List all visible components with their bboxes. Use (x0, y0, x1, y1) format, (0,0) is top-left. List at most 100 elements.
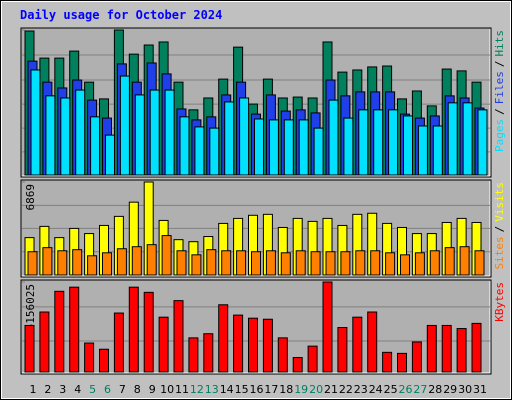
y-tick-label: 5156025 (24, 284, 37, 330)
bar (280, 252, 291, 276)
x-tick-label: 14 (220, 383, 234, 396)
bar (459, 246, 470, 276)
bar (283, 119, 294, 176)
x-tick-label: 18 (279, 383, 293, 396)
legend-separator: / (493, 61, 506, 68)
bar (268, 119, 279, 176)
bar (367, 311, 378, 373)
legend-entry: Pages (493, 119, 506, 152)
x-tick-label: 7 (119, 383, 126, 396)
bar (411, 341, 422, 373)
x-tick-label: 21 (324, 383, 338, 396)
bar (251, 251, 261, 276)
bar (355, 250, 366, 276)
bar (248, 317, 258, 373)
bar (233, 314, 244, 373)
bar (27, 251, 38, 276)
x-tick-label: 9 (149, 383, 156, 396)
bar (277, 337, 288, 373)
bar (471, 322, 482, 373)
bar (119, 75, 130, 176)
bar (295, 250, 306, 276)
legend: KBytes (493, 282, 506, 322)
legend-entry: KBytes (493, 282, 506, 322)
bar (149, 89, 160, 176)
bar (310, 251, 321, 276)
x-tick-label: 12 (190, 383, 204, 396)
y-tick-label: 6869 (24, 184, 37, 211)
bar (30, 69, 41, 176)
bar (146, 244, 157, 276)
bar (188, 337, 199, 373)
bar (373, 109, 384, 176)
x-tick-label: 29 (443, 383, 457, 396)
x-tick-label: 2 (44, 383, 51, 396)
legend-entry: Files (493, 71, 506, 104)
legend-separator: / (493, 226, 506, 233)
legend-entry: Sites (493, 236, 506, 269)
bar (429, 250, 440, 276)
x-tick-label: 13 (205, 383, 219, 396)
bar (262, 318, 273, 373)
x-tick-label: 8 (134, 383, 141, 396)
bar (206, 249, 217, 276)
x-tick-label: 19 (294, 383, 308, 396)
bar (400, 254, 410, 276)
bar (173, 300, 184, 373)
x-tick-label: 27 (413, 383, 427, 396)
bar (90, 116, 101, 176)
x-tick-label: 22 (339, 383, 353, 396)
bar (158, 316, 169, 373)
bar (236, 250, 247, 276)
bar (254, 118, 264, 176)
bar (307, 345, 318, 373)
bar (102, 252, 112, 276)
bar (298, 119, 309, 176)
bar (474, 250, 485, 276)
bar (352, 316, 363, 373)
bar (69, 286, 80, 373)
bar (224, 101, 235, 176)
bar (417, 125, 428, 176)
bar (447, 102, 458, 176)
legend-entry: Hits (493, 30, 506, 57)
bar (370, 250, 381, 276)
bar (426, 324, 437, 373)
bar (444, 247, 455, 276)
bar (358, 109, 369, 176)
bar (432, 125, 443, 176)
x-tick-label: 4 (74, 383, 81, 396)
bar (105, 134, 115, 176)
bar (343, 117, 354, 176)
bar (131, 246, 142, 276)
x-tick-label: 11 (175, 383, 189, 396)
bar (84, 342, 95, 373)
bar (265, 250, 276, 276)
bar (60, 97, 71, 176)
legend: Pages / Files / Hits (493, 30, 506, 152)
legend: Sites / Visits (493, 182, 506, 270)
x-tick-label: 16 (250, 383, 264, 396)
chart-title: Daily usage for October 2024 (20, 8, 222, 22)
legend-entry: Visits (493, 182, 506, 222)
bar (313, 127, 324, 176)
bar (75, 89, 86, 176)
bar (164, 89, 175, 176)
x-tick-label: 28 (428, 383, 442, 396)
x-tick-label: 23 (354, 383, 368, 396)
bar (24, 324, 35, 373)
x-tick-label: 31 (473, 383, 487, 396)
bar (328, 99, 339, 176)
x-tick-label: 20 (309, 383, 323, 396)
bar (179, 116, 190, 176)
bar (325, 251, 336, 276)
bar (128, 286, 139, 373)
bar (322, 281, 333, 373)
x-tick-label: 24 (369, 383, 383, 396)
x-tick-label: 10 (160, 383, 174, 396)
bar (45, 95, 56, 176)
bar (462, 102, 473, 176)
